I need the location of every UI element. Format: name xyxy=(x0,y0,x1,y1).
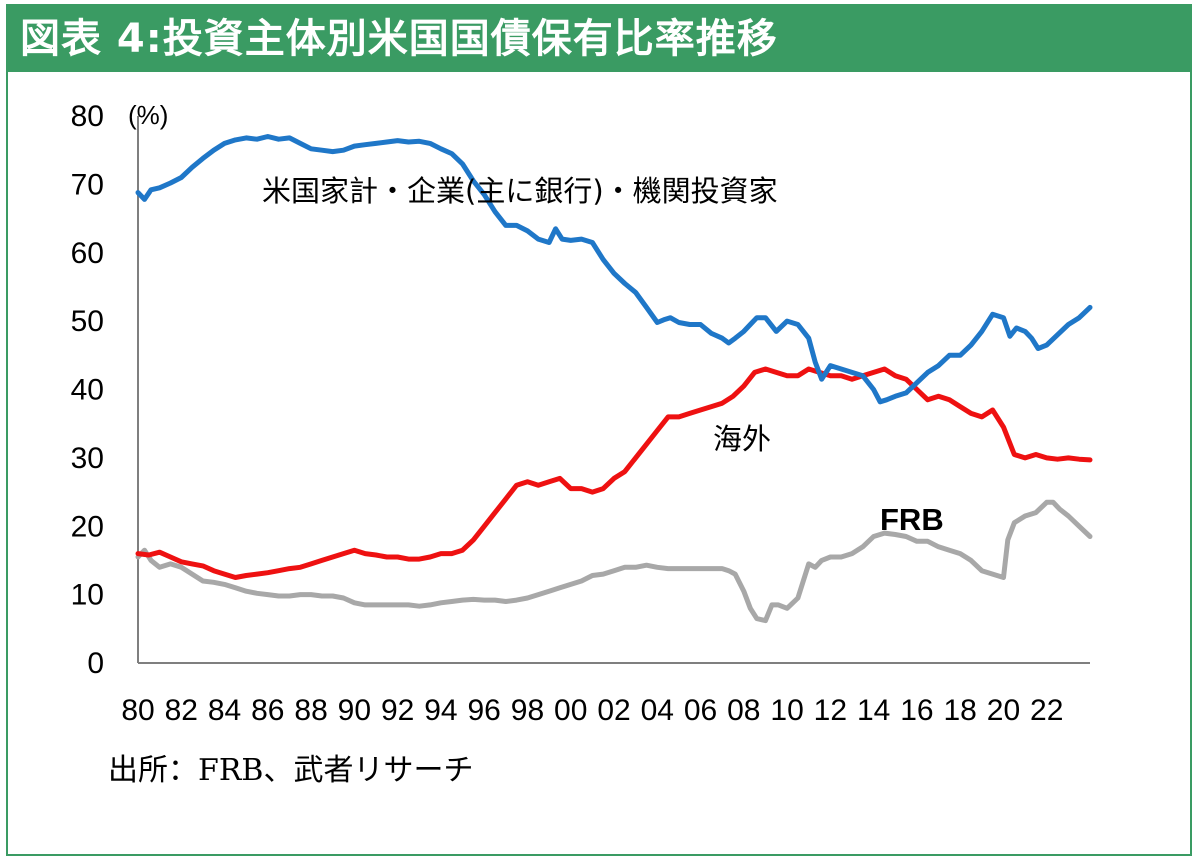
x-tick-label: 88 xyxy=(294,694,327,727)
x-tick-label: 18 xyxy=(943,694,976,727)
source-note: 出所：FRB、武者リサーチ xyxy=(108,753,474,788)
y-tick-label: 0 xyxy=(87,647,104,680)
y-tick-label: 80 xyxy=(71,100,104,133)
y-tick-labels: 0 10 20 30 40 50 60 70 80 xyxy=(71,100,104,680)
x-tick-label: 86 xyxy=(251,694,284,727)
label-domestic-holders: 米国家計・企業(主に銀行)・機関投資家 xyxy=(262,174,778,208)
y-tick-label: 60 xyxy=(71,237,104,270)
x-tick-labels: 80 82 84 86 88 90 92 94 96 98 00 02 04 06 08 10 12 14 16 18… xyxy=(121,694,1063,727)
x-tick-label: 82 xyxy=(165,694,198,727)
x-tick-label: 02 xyxy=(597,694,630,727)
x-tick-label: 92 xyxy=(381,694,414,727)
x-tick-label: 94 xyxy=(424,694,457,727)
x-tick-label: 90 xyxy=(338,694,371,727)
label-foreign-holders: 海外 xyxy=(713,422,771,456)
y-tick-label: 10 xyxy=(71,579,104,612)
chart-title: 図表 4:投資主体別米国国債保有比率推移 xyxy=(8,6,1190,72)
y-tick-label: 30 xyxy=(71,442,104,475)
y-tick-label: 40 xyxy=(71,374,104,407)
x-tick-label: 08 xyxy=(727,694,760,727)
y-tick-label: 70 xyxy=(71,168,104,201)
series-line-1 xyxy=(135,366,1093,580)
x-tick-label: 14 xyxy=(857,694,890,727)
x-tick-label: 22 xyxy=(1030,694,1063,727)
x-tick-label: 12 xyxy=(814,694,847,727)
x-tick-label: 10 xyxy=(770,694,803,727)
y-unit-label: (%) xyxy=(128,100,168,130)
x-tick-label: 96 xyxy=(467,694,500,727)
x-tick-label: 80 xyxy=(121,694,154,727)
y-tick-label: 20 xyxy=(71,510,104,543)
series-line-2 xyxy=(135,499,1093,624)
series-line-0 xyxy=(135,134,1093,405)
y-tick-label: 50 xyxy=(71,305,104,338)
x-tick-label: 20 xyxy=(987,694,1020,727)
x-tick-label: 06 xyxy=(684,694,717,727)
x-tick-label: 84 xyxy=(208,694,241,727)
x-tick-label: 98 xyxy=(511,694,544,727)
label-frb: FRB xyxy=(880,502,944,537)
x-tick-label: 04 xyxy=(641,694,674,727)
chart-frame: 図表 4:投資主体別米国国債保有比率推移 xyxy=(6,4,1192,856)
x-tick-label: 00 xyxy=(554,694,587,727)
x-tick-label: 16 xyxy=(900,694,933,727)
series-lines xyxy=(135,134,1093,624)
